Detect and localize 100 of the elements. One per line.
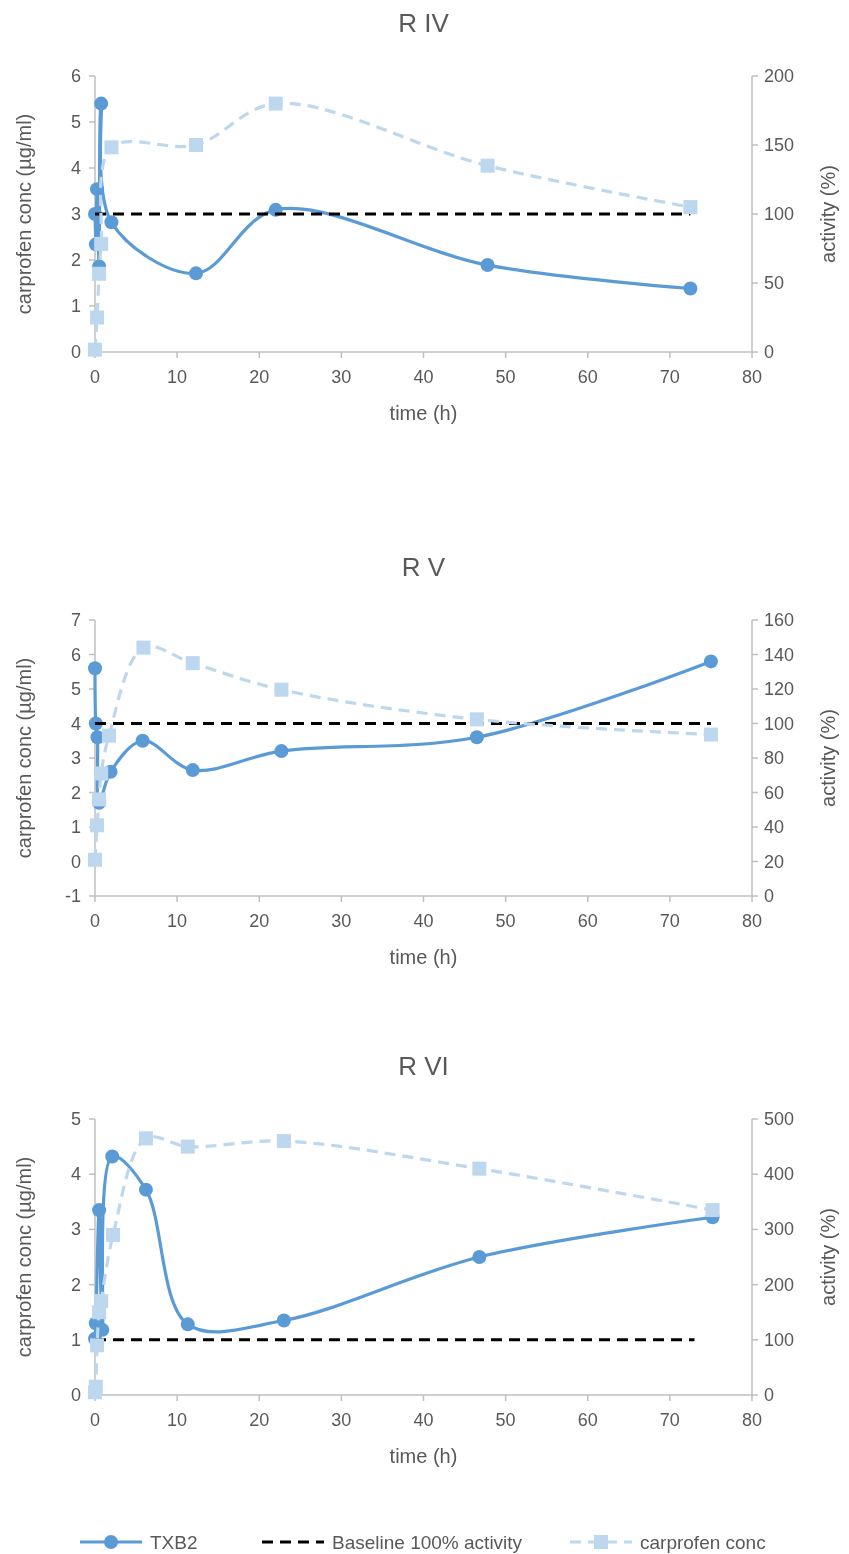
y2-tick-label: 100 [764,1329,795,1350]
y-tick-label: 6 [70,66,81,86]
x-tick-label: 50 [495,911,516,931]
point [472,1161,487,1176]
x-tick-label: 70 [659,367,680,387]
point [180,1317,195,1332]
point [480,158,495,173]
chart-title: R IV [398,8,450,38]
x-tick-label: 30 [331,911,352,931]
y-tick-label: 5 [70,112,81,132]
point [88,661,102,676]
point [90,310,105,325]
x-axis-title: time (h) [389,946,458,968]
y2-axis-title: activity (%) [817,709,839,807]
y2-tick-label: 120 [764,679,795,699]
point [138,1182,153,1197]
y-tick-label: 5 [70,1109,81,1129]
point [94,236,109,251]
y2-axis-title: activity (%) [817,1208,839,1306]
x-tick-label: 80 [741,1410,763,1430]
y-tick-label: 5 [70,679,81,699]
point [276,1134,291,1149]
y2-tick-label: 200 [764,1274,795,1295]
y2-tick-label: 0 [764,886,775,906]
y-tick-label: 2 [70,1274,81,1295]
point [274,744,289,759]
point [90,1338,105,1353]
y2-tick-label: 200 [764,66,795,86]
x-tick-label: 60 [577,911,598,931]
x-tick-label: 0 [89,367,101,387]
x-tick-label: 20 [249,367,270,387]
y2-tick-label: 150 [764,135,795,155]
legend-label: Baseline 100% activity [332,1532,523,1553]
x-tick-label: 50 [495,1410,516,1430]
x-tick-label: 10 [167,367,188,387]
point [703,654,718,669]
point [105,1149,120,1164]
y-axis-title: carprofen conc (µg/ml) [13,657,35,859]
y-axis-title: carprofen conc (µg/ml) [13,1156,35,1358]
y2-axis-title: activity (%) [817,165,839,263]
y-tick-label: 7 [70,610,81,630]
x-tick-label: 70 [659,911,680,931]
point [189,266,204,281]
y-tick-label: 0 [70,342,81,362]
point [104,215,119,230]
x-tick-label: 30 [331,1410,352,1430]
x-axis-title: time (h) [389,402,458,424]
point [189,138,204,152]
point [469,712,484,727]
chart-title: R V [401,552,446,582]
point [90,818,105,833]
point [268,96,283,111]
y2-tick-label: 60 [764,782,785,803]
point [135,733,150,748]
point [469,730,484,745]
point [705,1203,720,1218]
point [136,640,151,655]
point [683,281,698,296]
point [101,728,116,743]
y-tick-label: 0 [70,1385,81,1405]
legend-label: carprofen conc [640,1532,766,1553]
legend-label: TXB2 [150,1532,198,1553]
point [703,727,718,742]
point [185,656,200,671]
y2-tick-label: 20 [764,851,785,872]
y2-tick-label: 100 [764,713,795,734]
y2-tick-label: 0 [764,1385,775,1405]
y-tick-label: 2 [70,782,81,803]
y2-tick-label: 100 [764,204,795,224]
y-tick-label: 1 [70,296,81,316]
x-tick-label: 40 [413,367,434,387]
y2-tick-label: 0 [764,342,775,362]
x-tick-label: 40 [413,1410,434,1430]
x-tick-label: 0 [89,1410,101,1430]
point [276,1313,291,1328]
x-tick-label: 60 [577,1410,598,1430]
chart-title: R VI [398,1051,449,1081]
x-axis-title: time (h) [389,1445,458,1467]
point [88,342,102,357]
y-tick-label: 1 [70,817,81,837]
point [138,1131,153,1146]
point [94,96,109,111]
point [180,1139,195,1154]
y2-tick-label: 80 [764,748,785,768]
point [88,852,102,867]
point [274,682,289,697]
x-tick-label: 80 [741,367,763,387]
point [106,1227,121,1242]
point [94,1294,109,1309]
y2-tick-label: 300 [764,1219,795,1240]
y2-tick-label: 40 [764,817,785,837]
y-tick-label: 3 [70,1219,81,1240]
y2-tick-label: 400 [764,1164,795,1185]
point [88,1379,103,1394]
y-tick-label: 0 [70,851,81,872]
x-tick-label: 20 [249,1410,270,1430]
point [480,258,495,273]
x-tick-label: 20 [249,911,270,931]
point [472,1250,487,1264]
y2-tick-label: 50 [764,273,785,293]
